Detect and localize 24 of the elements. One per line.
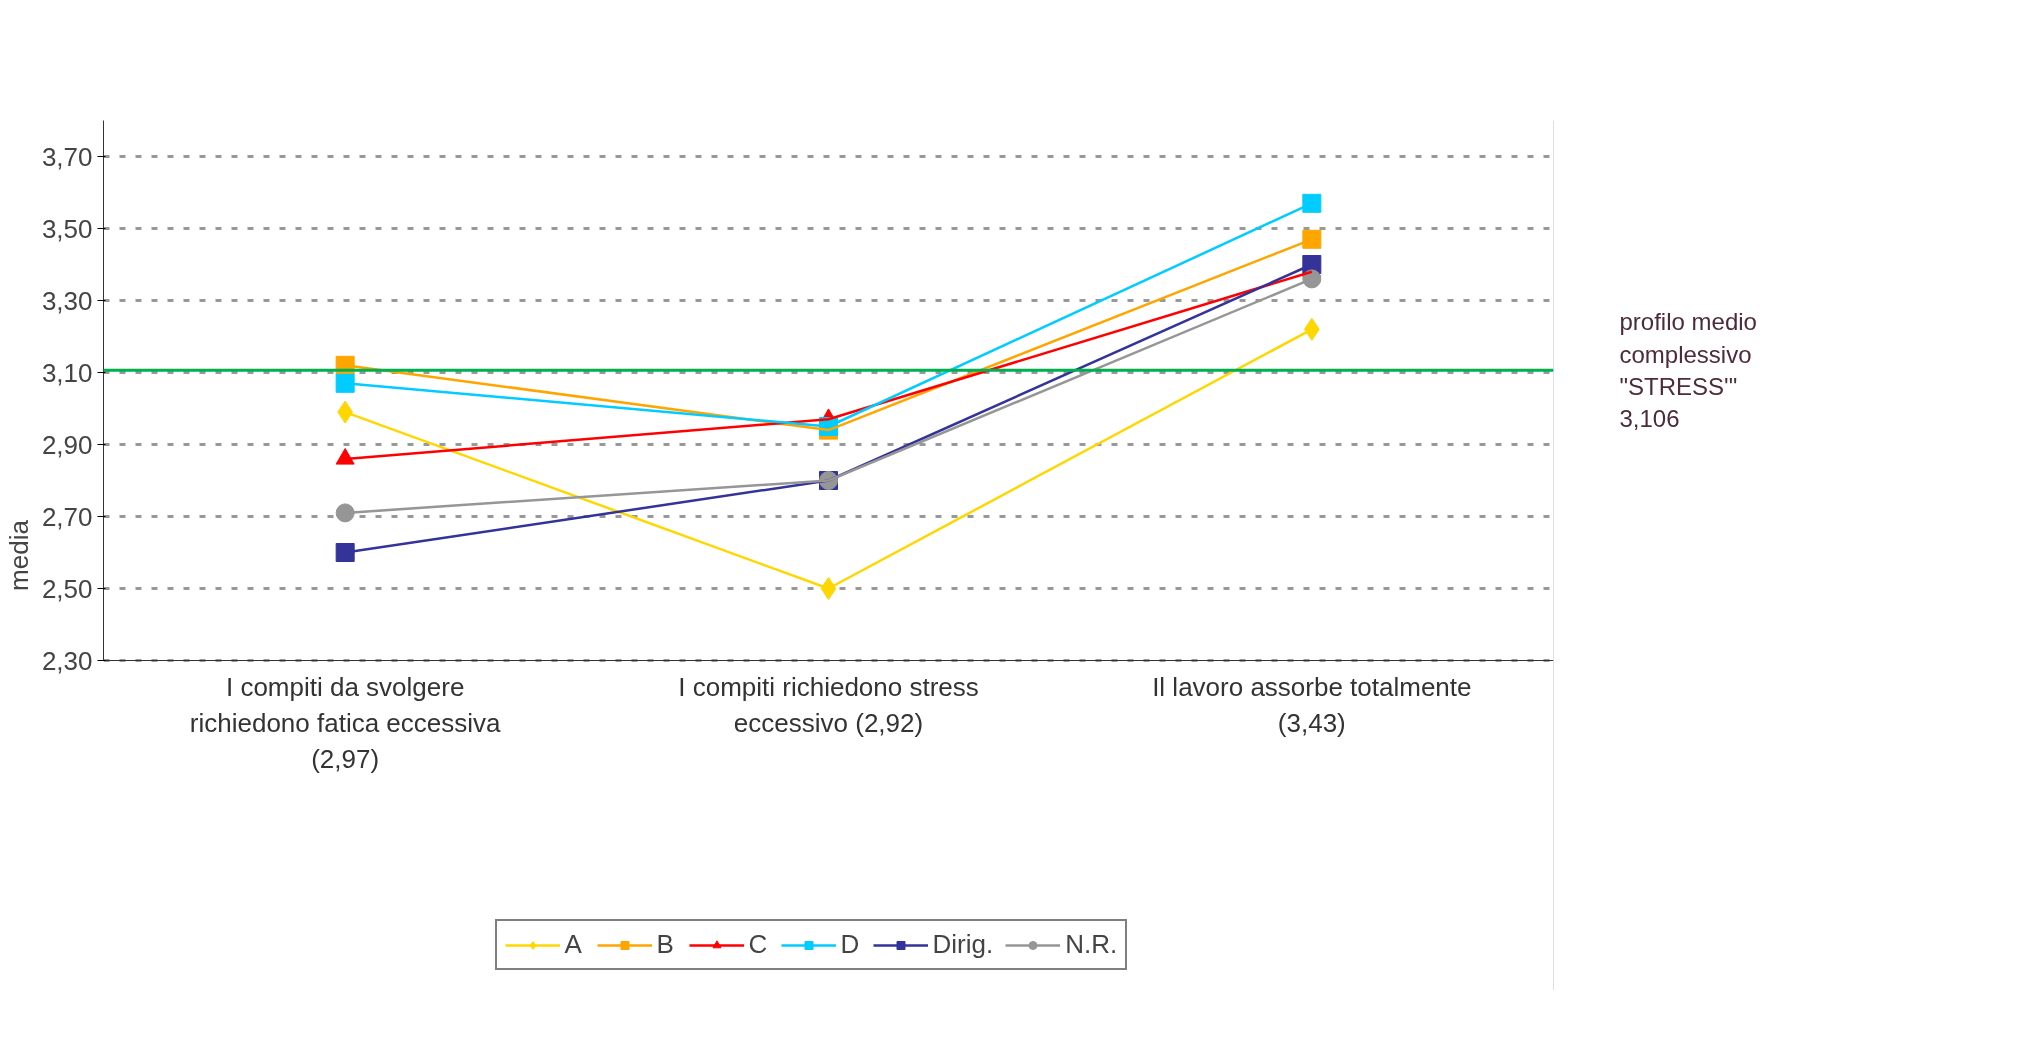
y-tick-label: 2,50 bbox=[41, 573, 93, 604]
y-tick-label: 3,70 bbox=[41, 141, 93, 172]
y-axis-title: media bbox=[3, 519, 34, 591]
point bbox=[335, 543, 355, 562]
y-tick-label: 3,10 bbox=[41, 357, 93, 388]
legend-label: D bbox=[840, 929, 861, 960]
legend-label: C bbox=[748, 929, 769, 960]
x-tick-label: Il lavoro assorbe totalmente (3,43) bbox=[1152, 671, 1472, 738]
y-tick-label: 3,50 bbox=[41, 213, 93, 244]
y-tick-label: 2,30 bbox=[41, 645, 93, 676]
legend-label: A bbox=[564, 929, 583, 960]
y-tick-label: 2,70 bbox=[41, 501, 93, 532]
x-tick-label: I compiti richiedono stress eccessivo (2,92) bbox=[678, 671, 979, 738]
point bbox=[335, 373, 355, 393]
ref-line-label: profilo medio complessivo "STRESS'" 3,106 bbox=[1619, 308, 1757, 433]
x-tick-label: I compiti da svolgere richiedono fatica eccessiva (2,97) bbox=[189, 671, 502, 774]
point bbox=[335, 503, 355, 523]
point bbox=[1302, 229, 1322, 249]
y-tick-label: 3,30 bbox=[41, 285, 93, 316]
y-tick-label: 2,90 bbox=[41, 429, 93, 460]
legend-label: B bbox=[656, 929, 675, 960]
legend-label: N.R. bbox=[1065, 929, 1118, 960]
point bbox=[1302, 193, 1322, 213]
legend-label: Dirig. bbox=[932, 929, 994, 960]
